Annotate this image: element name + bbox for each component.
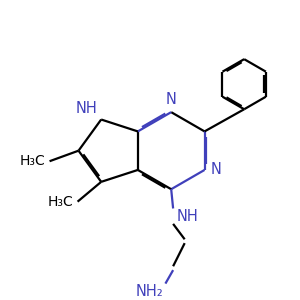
Text: NH₂: NH₂ (136, 284, 164, 299)
Text: NH: NH (177, 209, 199, 224)
Text: NH: NH (76, 101, 97, 116)
Text: N: N (210, 162, 221, 177)
Text: N: N (166, 92, 177, 107)
Text: H₃C: H₃C (48, 195, 74, 209)
Text: H₃C: H₃C (20, 154, 46, 168)
